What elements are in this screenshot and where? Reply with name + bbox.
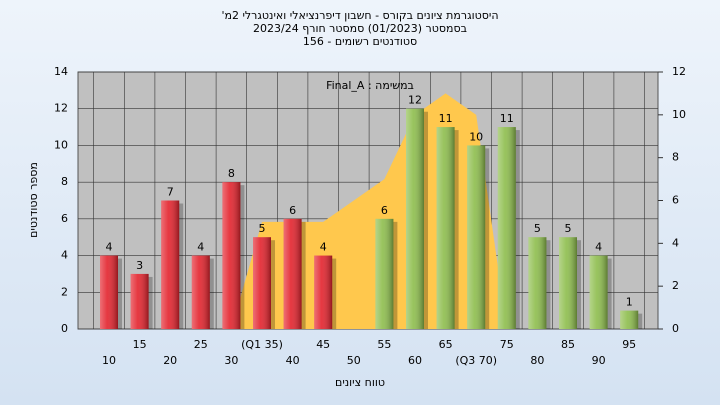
data-label: 3 [136,259,143,272]
data-label: 10 [469,130,483,143]
y2-tick-label: 6 [672,194,679,207]
y-tick-label: 0 [61,322,68,335]
y-axis-label: מספר סטודנטים [27,162,40,238]
y-tick-label: 2 [61,285,68,298]
data-label: 7 [167,186,174,199]
x-tick-label: 40 [286,354,300,367]
x-tick-label: 45 [316,338,330,351]
y2-tick-label: 12 [672,65,686,78]
data-label: 4 [106,241,113,254]
title-line: בסמסטר (01/2023) סמסטר חורף 2023/24 [253,22,467,35]
x-tick-label: 20 [163,354,177,367]
data-label: 11 [439,112,453,125]
y-tick-label: 4 [61,249,68,262]
x-tick-label: 30 [224,354,238,367]
bar-shade [314,255,333,329]
x-tick-label: 75 [500,338,514,351]
bar-shade [130,273,149,329]
bar-shade [222,182,241,329]
data-label: 8 [228,167,235,180]
bar-shade [559,237,577,329]
bar-shade [436,127,455,329]
bar-shade [589,255,608,329]
bar-shade [497,127,516,329]
x-tick-label: (Q3 70) [455,354,497,367]
x-tick-label: 60 [408,354,422,367]
x-tick-label: 80 [530,354,544,367]
bar-shade [100,255,118,329]
y-tick-label: 8 [61,175,68,188]
bar-shade [528,237,547,329]
x-tick-label: 95 [622,338,636,351]
title-line: סטודנטים רשומים - 156 [303,35,417,48]
x-tick-label: 25 [194,338,208,351]
annotation: במשימה : Final_A [326,79,414,92]
x-tick-label: 15 [133,338,147,351]
data-label: 4 [320,241,327,254]
data-label: 1 [626,296,633,309]
data-label: 6 [381,204,388,217]
y2-tick-label: 4 [672,236,679,249]
x-tick-label: (Q1 35) [241,338,283,351]
y2-tick-label: 8 [672,151,679,164]
y-tick-label: 6 [61,212,68,225]
x-tick-label: 55 [377,338,391,351]
title-line: היסטוגרמת ציונים בקורס - חשבון דיפרנציאל… [221,9,498,22]
bar-shade [406,108,424,329]
y2-tick-label: 2 [672,279,679,292]
bar-shade [375,218,394,329]
x-tick-label: 10 [102,354,116,367]
y-tick-label: 12 [54,102,68,115]
data-label: 6 [289,204,296,217]
x-tick-label: 90 [592,354,606,367]
data-label: 12 [408,94,422,107]
data-label: 11 [500,112,514,125]
x-axis-label: טווח ציונים [335,376,385,389]
x-tick-label: 50 [347,354,361,367]
x-tick-label: 85 [561,338,575,351]
data-label: 5 [565,222,572,235]
bar-shade [620,310,639,329]
data-label: 5 [534,222,541,235]
bar-shade [253,237,271,329]
x-tick-label: 65 [439,338,453,351]
data-label: 5 [259,222,266,235]
bar-shade [191,255,210,329]
bar-shade [467,145,486,329]
data-label: 4 [197,241,204,254]
y-tick-label: 14 [54,65,68,78]
bar-shade [283,218,302,329]
y2-tick-label: 10 [672,108,686,121]
bar-shade [161,200,180,329]
y2-tick-label: 0 [672,322,679,335]
data-label: 4 [595,241,602,254]
y-tick-label: 10 [54,138,68,151]
